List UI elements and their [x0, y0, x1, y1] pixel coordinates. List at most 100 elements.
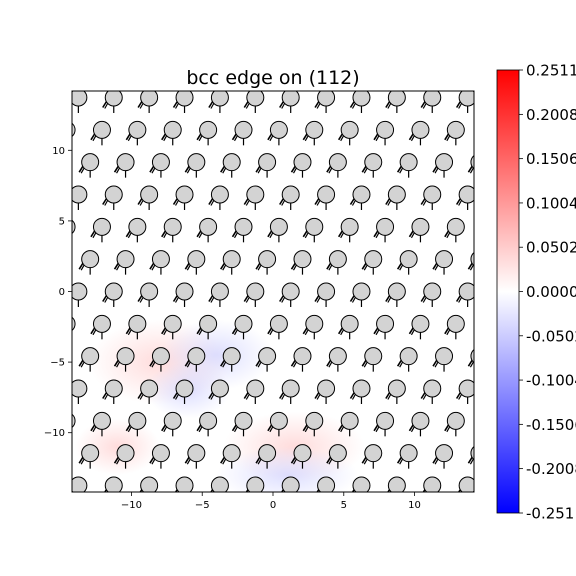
atom	[364, 153, 383, 172]
atom	[151, 250, 170, 269]
x-tick-label: −10	[121, 500, 142, 511]
atom	[175, 185, 194, 204]
atom	[151, 347, 170, 366]
atom	[116, 153, 135, 172]
atom	[210, 185, 229, 204]
atom	[128, 411, 147, 430]
atom	[104, 91, 123, 107]
atom	[328, 250, 347, 269]
atom	[104, 282, 123, 301]
atom	[72, 219, 76, 235]
atom	[258, 444, 277, 463]
atom	[199, 411, 218, 430]
atom	[234, 411, 253, 430]
x-tick-label: 0	[270, 500, 276, 511]
atom	[269, 217, 288, 236]
atom	[92, 314, 111, 333]
atom	[104, 379, 123, 398]
atom	[317, 476, 336, 492]
colorbar-ticks: 0.2511 0.2008 0.1506 0.1004 0.0502 0.0000 -0.0…	[519, 62, 576, 523]
atom	[281, 379, 300, 398]
colorbar-tick-label: 0.2511	[526, 62, 576, 80]
atom	[399, 347, 418, 366]
atom	[364, 250, 383, 269]
atom	[269, 120, 288, 139]
atom	[199, 217, 218, 236]
atom	[281, 282, 300, 301]
atom	[140, 476, 159, 492]
atom	[435, 250, 454, 269]
atom	[151, 444, 170, 463]
atom	[104, 185, 123, 204]
atom	[128, 120, 147, 139]
atom	[222, 153, 241, 172]
atom	[210, 476, 229, 492]
colorbar-tick-label: 0.1004	[526, 194, 576, 212]
atom	[281, 185, 300, 204]
atom	[364, 444, 383, 463]
atom	[116, 444, 135, 463]
x-axis: −10 −5 0 5 10	[121, 492, 421, 511]
atom	[72, 476, 88, 492]
atom	[293, 347, 312, 366]
atom	[399, 153, 418, 172]
atom	[234, 120, 253, 139]
displacement-arrow	[58, 134, 62, 141]
atom	[470, 348, 474, 364]
atom	[411, 411, 430, 430]
y-tick-label: 5	[59, 216, 65, 227]
atom	[246, 185, 265, 204]
atom	[352, 185, 371, 204]
atom	[246, 91, 265, 107]
atom	[293, 444, 312, 463]
atom	[364, 347, 383, 366]
atom	[423, 379, 442, 398]
atom	[399, 250, 418, 269]
atom	[128, 314, 147, 333]
atom	[140, 185, 159, 204]
colorbar	[496, 69, 520, 514]
atom	[423, 282, 442, 301]
atom	[317, 282, 336, 301]
atom	[140, 282, 159, 301]
displacement-arrow	[58, 231, 62, 238]
atom	[175, 91, 194, 107]
colorbar-tick-label: 0.1506	[526, 150, 576, 168]
colorbar-tick-label: -0.1004	[526, 372, 576, 390]
atom	[458, 476, 474, 492]
atom	[399, 444, 418, 463]
atom	[376, 217, 395, 236]
atom	[352, 282, 371, 301]
atom	[281, 91, 300, 107]
atom	[222, 250, 241, 269]
atom	[470, 446, 474, 461]
atom	[411, 314, 430, 333]
atom	[92, 217, 111, 236]
atom	[317, 379, 336, 398]
atom	[210, 282, 229, 301]
colorbar-tick-label: 0.0502	[526, 239, 576, 257]
atom	[328, 444, 347, 463]
atom	[163, 217, 182, 236]
atom	[317, 185, 336, 204]
atom	[175, 476, 194, 492]
atom	[446, 217, 465, 236]
colorbar-tick-label: -0.2008	[526, 460, 576, 478]
atom	[199, 120, 218, 139]
atom	[446, 411, 465, 430]
atom	[435, 444, 454, 463]
y-tick-label: 10	[52, 146, 65, 157]
displacement-arrow	[56, 132, 61, 140]
atom	[72, 282, 88, 301]
atom	[258, 250, 277, 269]
atom	[151, 153, 170, 172]
chart-title: bcc edge on (112)	[186, 67, 359, 89]
atom	[423, 185, 442, 204]
atom	[187, 250, 206, 269]
atom	[387, 185, 406, 204]
atom	[458, 91, 474, 107]
colorbar-tick-label: -0.2511	[526, 505, 576, 523]
atom	[305, 217, 324, 236]
atom	[269, 314, 288, 333]
atom	[234, 314, 253, 333]
